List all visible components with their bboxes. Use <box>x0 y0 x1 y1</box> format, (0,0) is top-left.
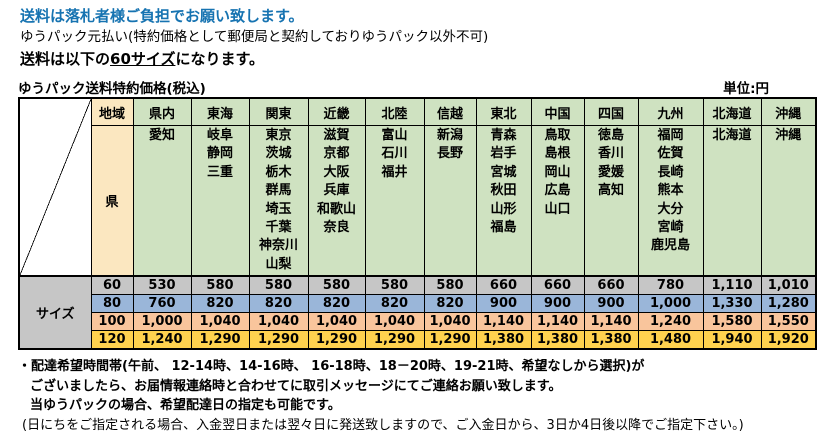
price-cell: 820 <box>248 294 309 313</box>
price-cell: 580 <box>307 275 366 295</box>
price-cell: 1,040 <box>307 312 366 331</box>
prefecture-list-cell: 愛知 <box>132 125 192 277</box>
price-cell: 820 <box>190 294 250 313</box>
prefecture-list-cell: 沖縄 <box>760 125 817 277</box>
footer-line-3: 当ゆうパックの場合、希望配達日の指定も可能です。 <box>30 398 341 413</box>
prefecture-list-cell: 富山 石川 福井 <box>364 125 425 277</box>
region-header-cell: 近畿 <box>307 97 366 126</box>
region-header-cell: 東北 <box>475 97 532 126</box>
notice-line-3-prefix: 送料は以下の <box>20 50 111 68</box>
price-cell: 1,290 <box>190 330 250 350</box>
price-cell: 760 <box>132 294 192 313</box>
region-header-cell: 県内 <box>132 97 192 126</box>
corner-diagonal-cell <box>18 97 92 277</box>
prefecture-list-cell: 青森 岩手 宮城 秋田 山形 福島 <box>475 125 532 277</box>
table-title: ゆうパック送料特約価格(税込) <box>18 81 206 97</box>
price-cell: 1,380 <box>583 330 639 350</box>
region-header-cell: 北海道 <box>702 97 762 126</box>
price-cell: 580 <box>423 275 477 295</box>
price-cell: 660 <box>530 275 585 295</box>
price-cell: 1,110 <box>702 275 762 295</box>
price-cell: 1,040 <box>423 312 477 331</box>
footer-line-1: ・配達希望時間帯(午前、 12-14時、14-16時、 16-18時、18－20… <box>18 359 645 374</box>
price-cell: 780 <box>637 275 704 295</box>
price-cell: 1,140 <box>530 312 585 331</box>
price-cell: 820 <box>364 294 425 313</box>
notice-line-1: 送料は落札者様ご負担でお願い致します。 <box>20 7 304 25</box>
price-cell: 1,290 <box>248 330 309 350</box>
price-cell: 1,920 <box>760 330 817 350</box>
size-label-cell: 120 <box>90 330 134 350</box>
price-cell: 1,580 <box>702 312 762 331</box>
footer-line-2: ございましたら、お届情報連絡時と合わせてに取引メッセージにてご連絡お願い致します… <box>30 378 562 394</box>
region-header-cell: 九州 <box>637 97 704 126</box>
price-cell: 1,290 <box>364 330 425 350</box>
prefecture-list-cell: 滋賀 京都 大阪 兵庫 和歌山 奈良 <box>307 125 366 277</box>
size-label-cell: 80 <box>90 294 134 313</box>
price-cell: 1,550 <box>760 312 817 331</box>
price-cell: 530 <box>132 275 192 295</box>
prefecture-list-cell: 鳥取 島根 岡山 広島 山口 <box>530 125 585 277</box>
size-60-underlined-text: 60サイズ <box>110 50 176 68</box>
prefecture-row-header: 県 <box>90 125 134 277</box>
diagonal-line <box>20 99 90 275</box>
table-title-bar: ゆうパック送料特約価格(税込) 単位:円 <box>18 77 815 97</box>
price-cell: 1,380 <box>475 330 532 350</box>
price-cell: 820 <box>423 294 477 313</box>
region-row-header: 地域 <box>90 97 134 126</box>
prefecture-list-cell: 福岡 佐賀 長崎 熊本 大分 宮崎 鹿児島 <box>637 125 704 277</box>
prefecture-list-cell: 岐阜 静岡 三重 <box>190 125 250 277</box>
price-cell: 1,480 <box>637 330 704 350</box>
price-cell: 900 <box>583 294 639 313</box>
price-cell: 1,290 <box>307 330 366 350</box>
price-cell: 1,290 <box>423 330 477 350</box>
price-cell: 1,240 <box>637 312 704 331</box>
price-cell: 900 <box>475 294 532 313</box>
region-header-cell: 信越 <box>423 97 477 126</box>
price-cell: 580 <box>364 275 425 295</box>
prefecture-list-cell: 北海道 <box>702 125 762 277</box>
region-header-cell: 東海 <box>190 97 250 126</box>
price-cell: 1,280 <box>760 294 817 313</box>
price-cell: 1,040 <box>364 312 425 331</box>
price-cell: 1,040 <box>190 312 250 331</box>
size-label-cell: 100 <box>90 312 134 331</box>
notice-block: 送料は落札者様ご負担でお願い致します。 ゆうパック元払い(特約価格として郵便局と… <box>20 6 488 70</box>
price-cell: 1,040 <box>248 312 309 331</box>
price-cell: 1,240 <box>132 330 192 350</box>
region-header-cell: 北陸 <box>364 97 425 126</box>
price-cell: 580 <box>190 275 250 295</box>
size-label-cell: 60 <box>90 275 134 295</box>
region-header-cell: 四国 <box>583 97 639 126</box>
price-cell: 660 <box>583 275 639 295</box>
prefecture-list-cell: 徳島 香川 愛媛 高知 <box>583 125 639 277</box>
unit-label: 単位:円 <box>723 81 769 97</box>
notice-line-2: ゆうパック元払い(特約価格として郵便局と契約しておりゆうパック以外不可) <box>20 29 489 45</box>
prefecture-list-cell: 東京 茨城 栃木 群馬 埼玉 千葉 神奈川 山梨 <box>248 125 309 277</box>
price-cell: 1,140 <box>583 312 639 331</box>
shipping-price-table: 地域 県内 東海 関東 近畿 北陸 信越 東北 中国 四国 九州 北海道 沖縄県愛知 岐阜 静岡 三重 東京 茨城… <box>18 97 817 350</box>
price-cell: 820 <box>307 294 366 313</box>
prefecture-list-cell: 新潟 長野 <box>423 125 477 277</box>
notice-line-3-suffix: になります。 <box>175 50 264 68</box>
price-cell: 1,000 <box>637 294 704 313</box>
notice-line-3: 送料は以下の60サイズになります。 <box>20 48 488 70</box>
price-cell: 660 <box>475 275 532 295</box>
footer-line-4: (日にちをご指定される場合、入金翌日または翌々日に発送致しますので、ご入金日から… <box>22 417 744 433</box>
price-cell: 1,940 <box>702 330 762 350</box>
size-column-header: サイズ <box>18 275 92 350</box>
region-header-cell: 沖縄 <box>760 97 817 126</box>
price-cell: 1,010 <box>760 275 817 295</box>
region-header-cell: 中国 <box>530 97 585 126</box>
price-cell: 1,140 <box>475 312 532 331</box>
price-cell: 580 <box>248 275 309 295</box>
price-cell: 900 <box>530 294 585 313</box>
price-cell: 1,000 <box>132 312 192 331</box>
price-cell: 1,330 <box>702 294 762 313</box>
region-header-cell: 関東 <box>248 97 309 126</box>
footer-notes: ・配達希望時間帯(午前、 12-14時、14-16時、 16-18時、18－20… <box>18 357 744 435</box>
price-cell: 1,380 <box>530 330 585 350</box>
